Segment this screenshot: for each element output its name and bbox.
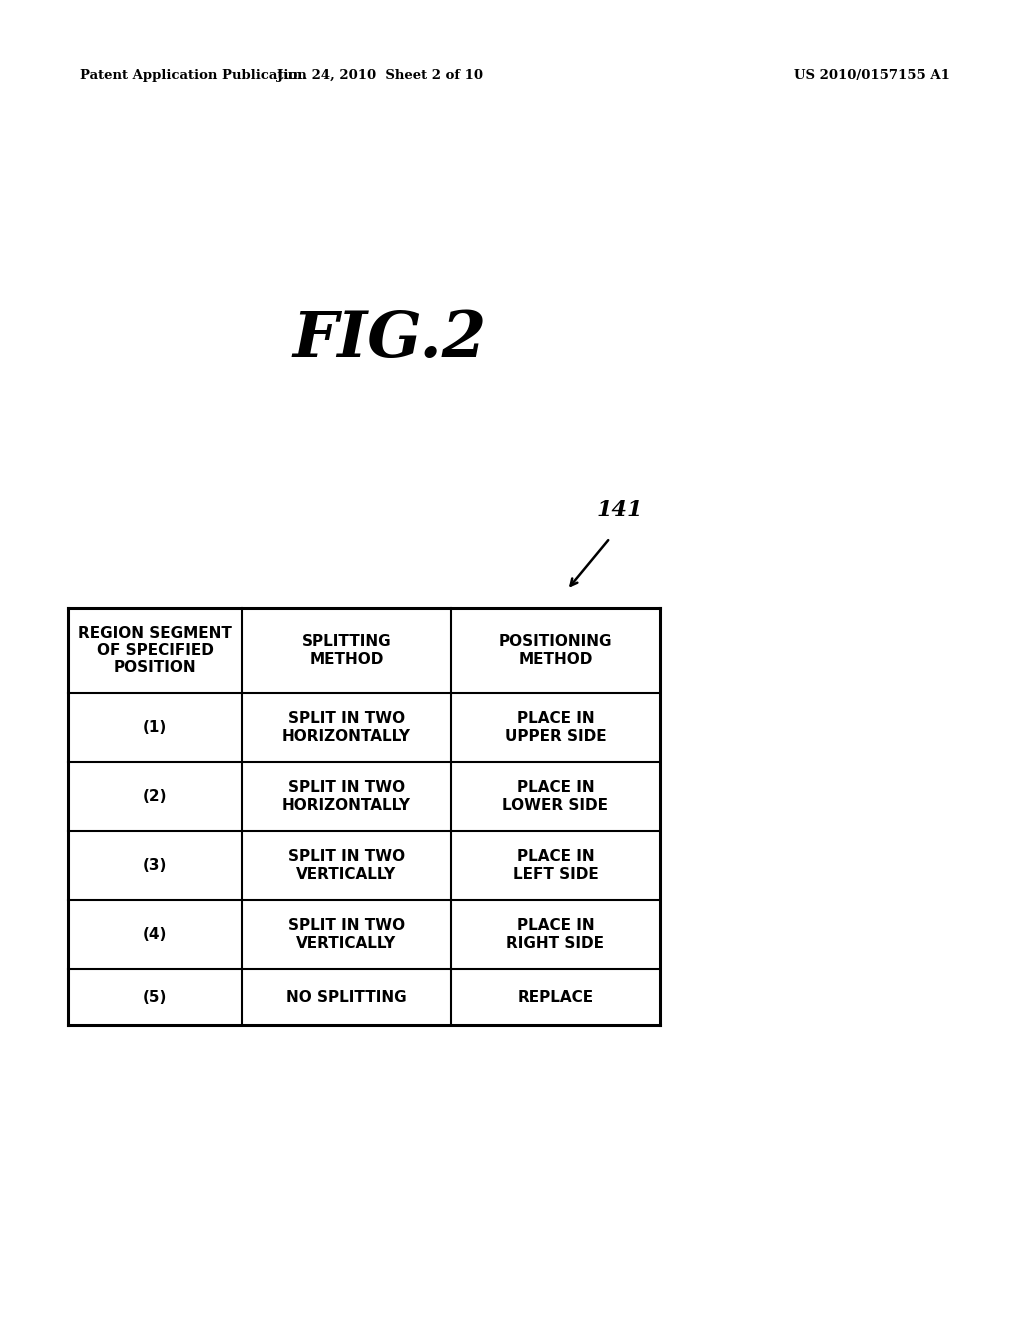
Text: SPLIT IN TWO
HORIZONTALLY: SPLIT IN TWO HORIZONTALLY: [282, 780, 411, 813]
Text: 141: 141: [597, 499, 643, 521]
Text: PLACE IN
LOWER SIDE: PLACE IN LOWER SIDE: [503, 780, 608, 813]
Text: POSITIONING
METHOD: POSITIONING METHOD: [499, 635, 612, 667]
Text: PLACE IN
RIGHT SIDE: PLACE IN RIGHT SIDE: [507, 919, 604, 950]
Text: SPLIT IN TWO
VERTICALLY: SPLIT IN TWO VERTICALLY: [288, 849, 406, 882]
Text: Jun. 24, 2010  Sheet 2 of 10: Jun. 24, 2010 Sheet 2 of 10: [278, 69, 483, 82]
Text: SPLIT IN TWO
VERTICALLY: SPLIT IN TWO VERTICALLY: [288, 919, 406, 950]
Text: NO SPLITTING: NO SPLITTING: [286, 990, 407, 1005]
Text: SPLITTING
METHOD: SPLITTING METHOD: [302, 635, 391, 667]
Text: REGION SEGMENT
OF SPECIFIED
POSITION: REGION SEGMENT OF SPECIFIED POSITION: [78, 626, 232, 676]
Text: (3): (3): [142, 858, 167, 873]
Text: REPLACE: REPLACE: [517, 990, 594, 1005]
Text: Patent Application Publication: Patent Application Publication: [80, 69, 307, 82]
Text: PLACE IN
LEFT SIDE: PLACE IN LEFT SIDE: [513, 849, 598, 882]
Text: PLACE IN
UPPER SIDE: PLACE IN UPPER SIDE: [505, 711, 606, 743]
Text: (2): (2): [142, 789, 167, 804]
Text: (4): (4): [142, 927, 167, 942]
Text: SPLIT IN TWO
HORIZONTALLY: SPLIT IN TWO HORIZONTALLY: [282, 711, 411, 743]
Text: (5): (5): [142, 990, 167, 1005]
Text: FIG.2: FIG.2: [293, 309, 487, 371]
Text: US 2010/0157155 A1: US 2010/0157155 A1: [795, 69, 950, 82]
Text: (1): (1): [143, 719, 167, 735]
